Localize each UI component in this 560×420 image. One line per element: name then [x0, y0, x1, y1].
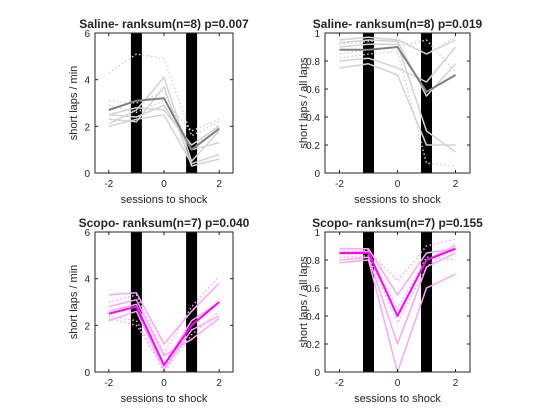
- x-tick-label: 2: [453, 378, 459, 389]
- y-tick-label: 4: [84, 275, 90, 286]
- y-tick-label: 0.2: [306, 141, 320, 152]
- x-tick-label: 0: [161, 179, 167, 190]
- y-tick-label: 0.4: [306, 113, 320, 124]
- mean-line: [108, 97, 220, 151]
- y-axis-label: short laps / min: [68, 265, 80, 340]
- x-axis-label: sessions to shock: [354, 194, 441, 206]
- subject-line: [339, 238, 456, 282]
- y-axis-label: short laps / all laps: [298, 256, 310, 348]
- y-tick-label: 0: [84, 368, 90, 379]
- y-tick-label: 0.8: [306, 256, 320, 267]
- y-tick-label: 2: [84, 122, 90, 133]
- y-tick-label: 6: [84, 228, 90, 239]
- subplot-saline-rate: -2 0 2 0 2 4 6 Saline- ranksum(n=8) p=0.007 se…: [68, 17, 249, 206]
- y-tick-label: 2: [84, 321, 90, 332]
- y-tick-label: 4: [84, 76, 90, 87]
- subject-line: [108, 310, 220, 371]
- shock-session-bar: [421, 33, 432, 173]
- axes-box: [94, 231, 234, 373]
- shock-session-bar: [363, 33, 374, 173]
- y-axis-label: short laps / min: [68, 66, 80, 141]
- y-tick-label: 0: [314, 169, 320, 180]
- y-tick-label: 6: [84, 29, 90, 40]
- shock-session-bar: [130, 33, 142, 173]
- plot-area: -2 0 2 0 2 4 6: [84, 29, 234, 190]
- shock-session-bar: [363, 232, 374, 372]
- y-tick-label: 0.6: [306, 85, 320, 96]
- subplot-saline-fraction: -2 0 2 0 0.2 0.4 0.6 0.8 1 Saline- ranksum(n=8) …: [298, 17, 483, 206]
- mean-line: [339, 247, 456, 317]
- mean-line: [108, 301, 220, 366]
- x-tick-label: 0: [395, 378, 401, 389]
- subject-line: [108, 76, 220, 163]
- subject-line: [108, 301, 220, 369]
- plot-title: Saline- ranksum(n=8) p=0.019: [313, 17, 483, 31]
- plot-area: -2 0 2 0 0.2 0.4 0.6 0.8 1: [306, 228, 471, 389]
- subject-line: [108, 113, 220, 165]
- mean-line: [339, 46, 457, 93]
- subject-line: [339, 252, 456, 345]
- subject-line: [108, 99, 220, 132]
- subject-line: [108, 53, 220, 137]
- shock-session-bar: [186, 33, 198, 173]
- y-axis-label: short laps / all laps: [298, 57, 310, 149]
- plot-title: Scopo- ranksum(n=7) p=0.040: [79, 216, 250, 230]
- shock-session-bar: [421, 232, 432, 372]
- x-tick-label: 0: [161, 378, 167, 389]
- x-tick-label: -2: [104, 179, 113, 190]
- subject-line: [339, 63, 456, 146]
- x-tick-label: -2: [104, 378, 113, 389]
- y-tick-label: 0: [314, 368, 320, 379]
- plot-title: Saline- ranksum(n=8) p=0.007: [79, 17, 249, 31]
- subject-line: [108, 282, 220, 345]
- x-tick-label: 2: [453, 179, 459, 190]
- subject-line: [339, 252, 456, 310]
- x-axis-label: sessions to shock: [354, 393, 441, 405]
- x-tick-label: 2: [216, 179, 222, 190]
- plot-area: -2 0 2 0 0.2 0.4 0.6 0.8 1: [306, 29, 471, 190]
- y-tick-label: 0: [84, 169, 90, 180]
- y-tick-label: 0.2: [306, 340, 320, 351]
- x-tick-label: 0: [395, 179, 401, 190]
- subject-line: [108, 104, 220, 151]
- subplot-scopo-fraction: -2 0 2 0 0.2 0.4 0.6 0.8 1 Scopo- ranksum(n=7) p…: [298, 216, 483, 405]
- subject-line: [108, 310, 220, 373]
- x-tick-label: -2: [335, 179, 344, 190]
- axes-box: [94, 32, 234, 174]
- plot-area: -2 0 2 0 2 4 6: [84, 228, 234, 389]
- x-tick-label: 2: [216, 378, 222, 389]
- subject-line: [339, 36, 456, 55]
- subplot-scopo-rate: -2 0 2 0 2 4 6 Scopo- ranksum(n=7) p=0.040 ses…: [68, 216, 250, 405]
- y-tick-label: 0.4: [306, 312, 320, 323]
- x-axis-label: sessions to shock: [121, 393, 208, 405]
- y-tick-label: 0.6: [306, 284, 320, 295]
- subject-line: [339, 43, 456, 153]
- y-tick-label: 1: [314, 29, 320, 40]
- subject-line: [339, 248, 456, 296]
- x-tick-label: -2: [335, 378, 344, 389]
- subject-line: [339, 46, 457, 83]
- x-axis-label: sessions to shock: [121, 194, 208, 206]
- subject-line: [108, 275, 220, 355]
- shock-session-bar: [186, 232, 198, 372]
- plot-title: Scopo- ranksum(n=7) p=0.155: [312, 216, 483, 230]
- subject-line: [108, 106, 220, 146]
- shock-session-bar: [130, 232, 142, 372]
- subject-line: [108, 298, 220, 357]
- y-tick-label: 1: [314, 228, 320, 239]
- y-tick-label: 0.8: [306, 57, 320, 68]
